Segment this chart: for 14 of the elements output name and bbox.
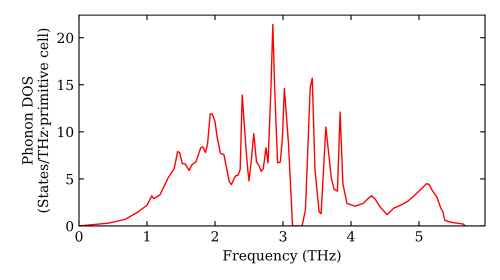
x-tick-label: 1 (144, 231, 150, 242)
x-tick-label: 3 (280, 231, 286, 242)
x-tick-label: 0 (75, 231, 82, 242)
x-tick-label: 2 (212, 231, 218, 242)
y-axis-title: Phonon DOS (States/THz·primitive cell) (22, 28, 51, 212)
y-tick-label: 10 (58, 126, 74, 138)
line-series (79, 24, 466, 226)
y-tick-label: 5 (66, 174, 74, 184)
y-tick-label: 15 (58, 80, 74, 90)
x-tick-label: 5 (416, 231, 422, 242)
x-axis-title: Frequency (THz) (223, 250, 340, 264)
y-tick-label: 20 (57, 32, 74, 44)
x-tick-label: 4 (347, 231, 355, 242)
y-tick-label: 0 (66, 220, 74, 232)
